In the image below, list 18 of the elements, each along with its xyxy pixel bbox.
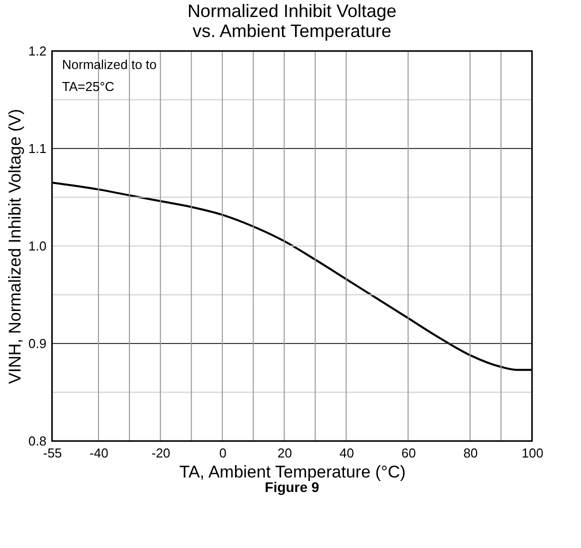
x-tick-label: 80 <box>463 446 478 460</box>
x-tick-label: 20 <box>278 446 292 460</box>
y-axis-title: VINH, Normalized Inhibit Voltage (V) <box>5 109 24 384</box>
y-tick-label: 1.1 <box>28 141 46 156</box>
x-tick-label: -20 <box>151 446 170 460</box>
y-tick-label: 1.0 <box>28 238 46 254</box>
x-tick-label: 40 <box>339 446 354 460</box>
chart-title: Normalized Inhibit Voltage vs. Ambient Temperature <box>187 1 397 41</box>
x-axis-title: TA, Ambient Temperature (°C) <box>179 462 406 482</box>
x-tick-label: 60 <box>401 446 416 460</box>
x-tick-label: -40 <box>90 446 108 460</box>
x-tick-label: -55 <box>43 446 62 460</box>
x-tick-label: 0 <box>219 446 226 460</box>
y-tick-label: 0.8 <box>28 434 46 448</box>
y-tick-label: 0.9 <box>28 336 46 351</box>
y-tick-label: 1.2 <box>28 44 46 58</box>
annotation: Normalized to to TA=25°C <box>62 57 157 94</box>
x-tick-label: 100 <box>522 446 544 460</box>
